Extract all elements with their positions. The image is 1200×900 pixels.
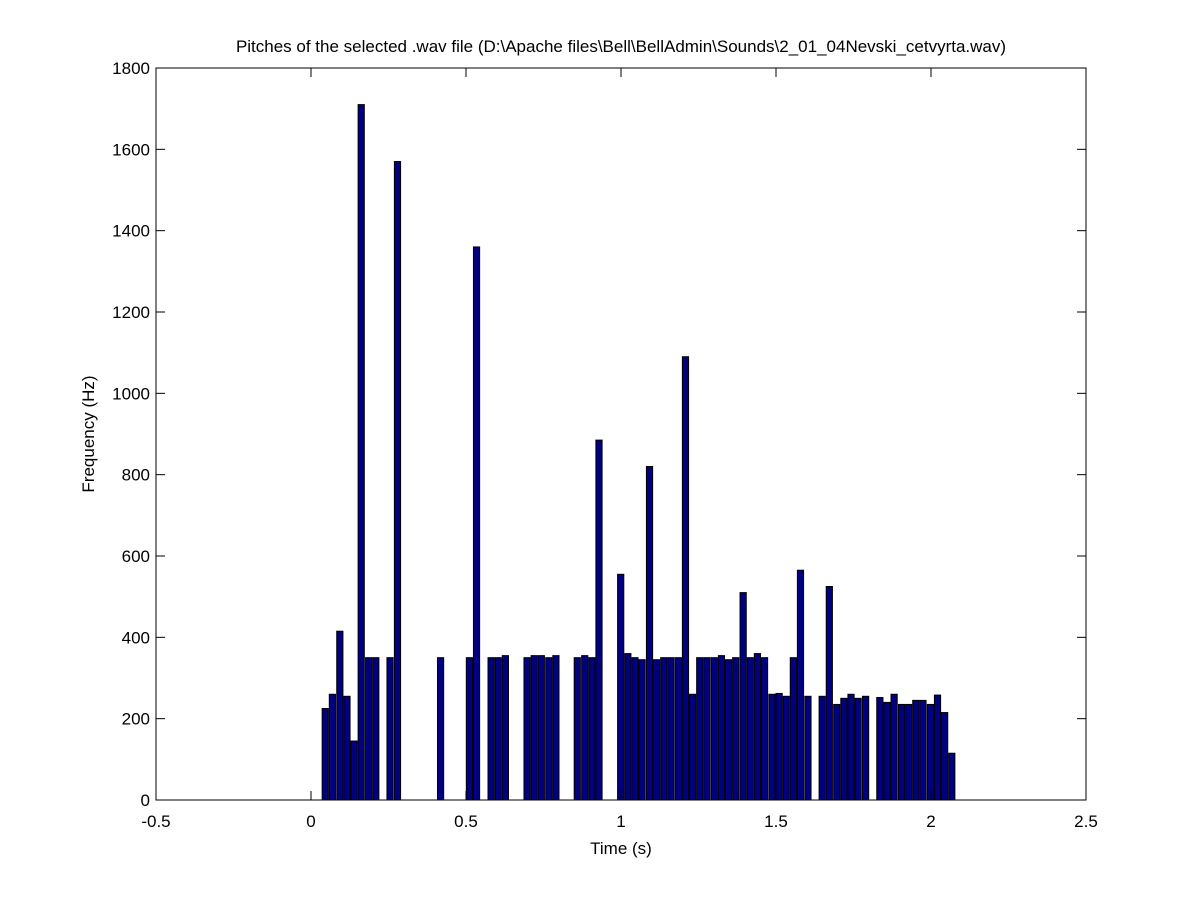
bar [897,703,906,801]
bar [494,657,502,801]
x-tick-label: 1.5 [764,812,788,831]
y-axis-ticks: 0 200 400 600 800 1000 1200 1400 1600 1800 [112,59,1086,810]
bar [753,653,761,801]
y-tick-label: 1200 [112,303,150,322]
bar [472,246,481,801]
x-tick-label: -0.5 [141,812,170,831]
bar [840,697,848,801]
bar [775,692,783,801]
bar [739,592,747,801]
y-tick-label: 600 [122,547,150,566]
x-tick-label: 0.5 [454,812,478,831]
y-tick-label: 1800 [112,59,150,78]
bar [436,657,445,801]
bar [948,752,956,801]
bar [336,630,344,801]
bar [631,657,639,801]
y-tick-label: 1600 [112,140,150,159]
bar [588,657,596,801]
bar [703,657,711,801]
bar [710,657,718,801]
bar [595,439,603,801]
bar [732,657,740,801]
chart-title: Pitches of the selected .wav file (D:\Ap… [236,37,1006,56]
x-axis-label: Time (s) [590,839,652,858]
bar [796,569,805,801]
bar [660,657,668,801]
bar [926,703,934,801]
x-tick-label: 1 [616,812,625,831]
bar [847,693,855,801]
bar [696,657,704,801]
bar [905,703,913,801]
bar [624,653,632,801]
bar [667,657,675,801]
bar [883,701,891,801]
y-tick-label: 1000 [112,384,150,403]
x-tick-label: 2 [926,812,935,831]
bar [393,161,402,801]
bar [581,655,589,801]
bar [365,657,373,801]
bar [617,573,625,801]
bar [501,655,509,801]
x-tick-label: 0 [306,812,315,831]
bar [545,657,553,801]
bar [861,695,870,801]
bar [674,657,682,801]
bar [919,699,927,801]
bar [653,659,661,801]
bar [768,693,776,801]
bar [530,655,538,801]
x-axis-ticks: -0.5 0 0.5 1 1.5 2 2.5 [141,68,1098,831]
bar [746,657,754,801]
bar [523,657,531,801]
bar [941,712,949,801]
y-tick-label: 400 [122,628,150,647]
bar [818,695,826,801]
bar [912,699,920,801]
bar [573,657,581,801]
bar [645,466,654,801]
bar [343,695,351,801]
bar [537,655,545,801]
bar [689,693,697,801]
bar [681,356,690,801]
bar [890,693,898,801]
bar [638,659,646,801]
bar [854,697,862,801]
bar [717,655,726,801]
bar [833,703,841,801]
bar [789,657,797,801]
bar [552,655,560,801]
bar [876,697,884,801]
bar [386,657,394,801]
bar [357,104,365,801]
bar [825,586,833,801]
bar [933,694,942,801]
bar [760,657,769,801]
bar [350,740,358,801]
x-tick-label: 2.5 [1074,812,1098,831]
bar [372,657,380,801]
bar [328,693,336,801]
bar [724,659,733,801]
y-tick-label: 200 [122,710,150,729]
bar [321,708,329,801]
bar [782,695,790,801]
y-tick-label: 800 [122,466,150,485]
y-axis-label: Frequency (Hz) [79,375,98,492]
bar [465,657,474,801]
y-tick-label: 0 [141,791,150,810]
bar [487,657,495,801]
bar [804,695,812,801]
y-tick-label: 1400 [112,222,150,241]
